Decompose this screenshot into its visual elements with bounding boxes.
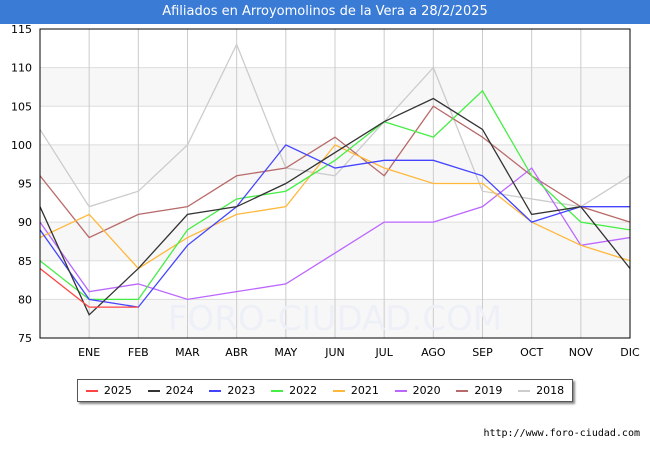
legend-item-2022: 2022 (271, 384, 317, 397)
watermark: FORO-CIUDAD.COM (168, 299, 502, 339)
x-tick-label: NOV (569, 346, 594, 359)
legend-swatch (271, 389, 284, 392)
y-tick-label: 80 (18, 293, 32, 306)
legend-label: 2023 (227, 384, 256, 397)
legend: 2025 2024 2023 2022 2021 2020 2019 2018 (77, 379, 573, 402)
legend-label: 2025 (103, 384, 132, 397)
x-tick-label: SEP (472, 346, 493, 359)
series-line-2022 (39, 89, 631, 301)
y-tick-label: 105 (11, 100, 32, 113)
legend-swatch (147, 389, 160, 392)
source-url[interactable]: http://www.foro-ciudad.com (483, 428, 640, 439)
x-tick-label: ENE (78, 346, 100, 359)
x-tick-label: FEB (128, 346, 149, 359)
legend-label: 2024 (165, 384, 194, 397)
x-tick-label: AGO (421, 346, 446, 359)
x-tick-label: MAY (274, 346, 297, 359)
x-tick-label: DIC (620, 346, 640, 359)
y-tick-label: 115 (11, 23, 32, 36)
legend-swatch (518, 389, 531, 392)
legend-item-2018: 2018 (518, 384, 564, 397)
series-line-2020 (39, 167, 631, 301)
series-line-2024 (39, 97, 631, 316)
legend-swatch (85, 389, 98, 392)
y-tick-label: 75 (18, 332, 32, 345)
series-line-2018 (39, 42, 631, 208)
legend-item-2023: 2023 (209, 384, 255, 397)
legend-item-2020: 2020 (394, 384, 441, 397)
x-tick-label: JUN (324, 346, 345, 359)
legend-item-2019: 2019 (456, 384, 502, 397)
legend-label: 2019 (474, 384, 503, 397)
y-tick-label: 100 (11, 139, 32, 152)
legend-label: 2020 (412, 384, 441, 397)
legend-item-2024: 2024 (147, 384, 194, 397)
series-line-2025 (39, 267, 139, 308)
legend-swatch (394, 389, 407, 392)
legend-swatch (332, 389, 345, 392)
y-tick-label: 95 (18, 178, 32, 191)
legend-item-2025: 2025 (85, 384, 132, 397)
legend-item-2021: 2021 (332, 384, 379, 397)
chart-title: Afiliados en Arroyomolinos de la Vera a … (0, 0, 650, 24)
x-tick-label: MAR (175, 346, 200, 359)
legend-label: 2022 (289, 384, 318, 397)
legend-label: 2021 (350, 384, 379, 397)
legend-label: 2018 (536, 384, 565, 397)
legend-swatch (209, 389, 222, 392)
y-tick-label: 90 (18, 216, 32, 229)
legend-swatch (456, 389, 469, 392)
plot-border (39, 28, 631, 339)
y-tick-label: 110 (11, 62, 32, 75)
x-tick-label: OCT (520, 346, 543, 359)
y-tick-label: 85 (18, 255, 32, 268)
x-tick-label: ABR (225, 346, 248, 359)
x-tick-label: JUL (374, 346, 393, 359)
